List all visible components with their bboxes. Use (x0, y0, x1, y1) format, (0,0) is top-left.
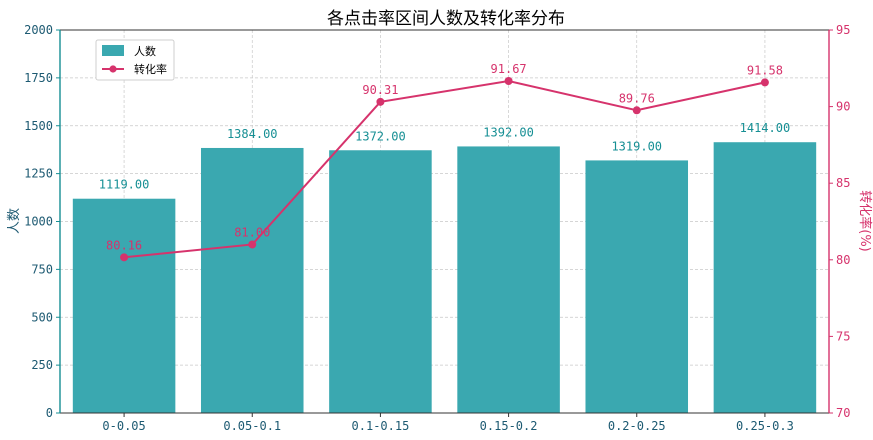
line-value-label: 80.16 (106, 238, 142, 252)
y-tick-label-left: 1000 (24, 215, 53, 229)
y-tick-label-right: 95 (836, 23, 850, 37)
y-tick-label-left: 750 (31, 262, 53, 276)
legend-label-line: 转化率 (134, 62, 167, 76)
y-tick-label-left: 0 (46, 406, 53, 420)
y-tick-label-left: 1250 (24, 167, 53, 181)
line-value-label: 89.76 (619, 91, 655, 105)
y-tick-label-left: 2000 (24, 23, 53, 37)
line-point (376, 97, 385, 106)
x-tick-label: 0.25-0.3 (736, 419, 794, 433)
bar-value-label: 1392.00 (483, 125, 534, 139)
line-point (760, 78, 769, 87)
line-point (248, 240, 257, 249)
data-labels: 1119.00 1384.00 1372.00 1392.00 1319.00 1414.… (99, 62, 790, 252)
y-tick-label-right: 80 (836, 253, 850, 267)
y-tick-label-left: 250 (31, 358, 53, 372)
legend-swatch-bars (102, 45, 124, 56)
y-tick-label-left: 500 (31, 310, 53, 324)
bar (457, 146, 560, 413)
x-tick-label: 0.2-0.25 (608, 419, 666, 433)
legend-label-bars: 人数 (134, 45, 156, 58)
y-axis-label-right: 转化率(%) (857, 190, 873, 252)
line-value-label: 81.00 (234, 225, 270, 239)
bar-value-label: 1414.00 (740, 121, 791, 135)
y-axis-label-left: 人数 (7, 208, 22, 234)
line-value-label: 91.58 (747, 63, 783, 77)
x-tick-label: 0.15-0.2 (480, 419, 538, 433)
line-point (504, 77, 513, 86)
legend-swatch-marker (109, 65, 117, 73)
axes (56, 29, 833, 417)
line-value-label: 91.67 (491, 62, 527, 76)
y-tick-label-right: 75 (836, 329, 850, 343)
x-tick-label: 0.05-0.1 (223, 419, 281, 433)
y-tick-label-left: 1750 (24, 71, 53, 85)
line-point (632, 106, 641, 115)
y-tick-label-right: 90 (836, 100, 850, 114)
line-point (120, 253, 129, 262)
bar (713, 142, 817, 413)
y-tick-label-right: 85 (836, 176, 850, 190)
y-tick-label-right: 70 (836, 406, 850, 420)
conversion-rate-line (123, 79, 766, 259)
bar (72, 198, 176, 413)
bar-value-label: 1384.00 (227, 127, 278, 141)
bar (329, 150, 432, 413)
line-value-label: 90.31 (362, 83, 398, 97)
bar (200, 147, 304, 414)
chart-title: 各点击率区间人数及转化率分布 (327, 9, 565, 29)
x-tick-label: 0.1-0.15 (352, 419, 410, 433)
bar-value-label: 1319.00 (611, 139, 662, 153)
line-series (120, 77, 769, 262)
bar-series (72, 142, 817, 414)
legend: 人数 转化率 (95, 39, 175, 81)
bar-value-label: 1119.00 (99, 178, 150, 192)
bar (585, 160, 689, 413)
bar-value-label: 1372.00 (355, 129, 406, 143)
axis-text: 0 250 500 750 1000 1250 1500 1750 2000 70 75 80 85 90… (24, 23, 850, 433)
x-tick-label: 0-0.05 (102, 419, 145, 433)
y-tick-label-left: 1500 (24, 119, 53, 133)
